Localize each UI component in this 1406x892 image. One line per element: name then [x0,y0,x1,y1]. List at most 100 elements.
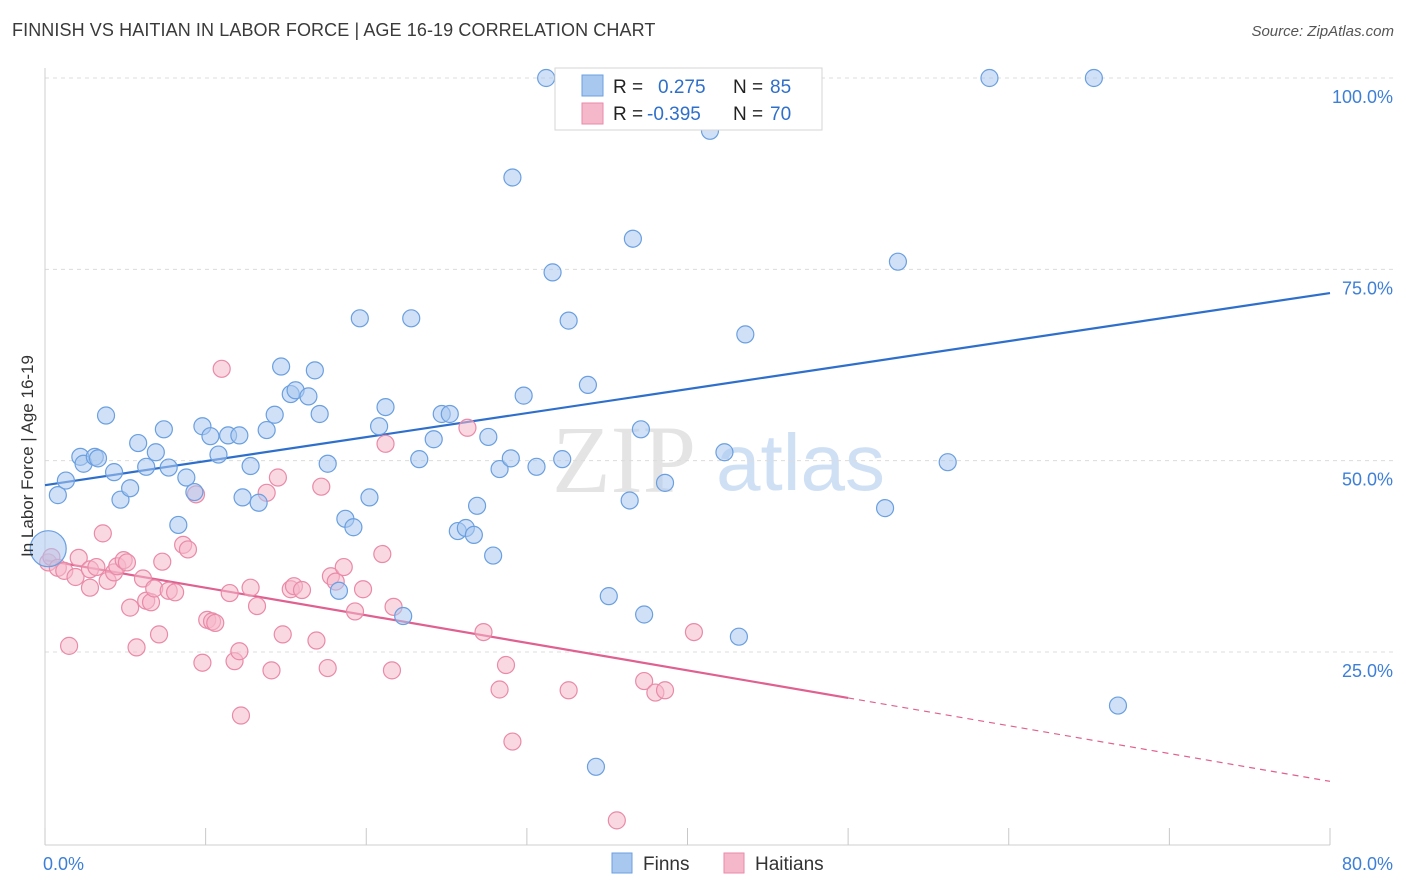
haitians-point [149,625,169,644]
haitians-point [231,706,251,725]
haitians-trendline-extension [848,697,1331,782]
finns-point [527,457,546,476]
finns-point [257,420,276,440]
finns-point [424,430,443,449]
finns-swatch [581,74,604,97]
haitians-point [273,625,292,644]
y-tick-labels: 25.0% 50.0% 75.0% 100.0% [1332,87,1393,681]
finns-point [1108,696,1128,715]
finns-point [620,491,639,510]
haitians-point [353,580,373,599]
finns-point [129,433,148,453]
finns-point [169,515,188,535]
finns-point [350,309,369,328]
finns-point [464,525,483,545]
haitians-point [312,477,331,496]
finns-point [553,450,572,469]
haitians-point [345,602,365,621]
haitians-point [334,557,353,577]
haitians-point [220,583,239,603]
finns-point [305,361,324,380]
finns-point [137,457,156,476]
finns-r-value: 0.275 [658,77,706,98]
haitians-point [684,623,704,642]
finns-point [980,68,999,88]
finns-point [233,488,252,507]
haitians-point [206,613,225,633]
trendlines [44,291,1331,782]
y-axis-label: In Labor Force | Age 16-19 [18,355,37,557]
haitians-point [655,681,675,700]
y-tick-label-75: 75.0% [1342,278,1393,298]
x-tick-label-min: 0.0% [43,854,84,874]
finns-point [503,168,522,187]
legend-finns-label: Finns [643,854,689,875]
haitians-point [262,661,281,680]
finns-point [154,420,173,439]
haitians-point [87,557,106,577]
haitians-point [117,553,137,572]
haitians-point [559,681,578,700]
haitians-point [496,655,516,675]
haitians-point [166,583,185,602]
haitians-point [307,631,326,650]
haitians-r-label: R = [613,104,643,125]
finns-point [440,404,459,424]
finns-point [146,443,165,462]
finns-point [543,263,562,282]
haitians-point [247,596,267,616]
haitians-swatch [581,102,604,125]
finns-point [121,479,140,498]
finns-point [48,486,67,505]
finns-point [631,420,651,439]
finns-point [514,386,533,405]
haitians-point [635,671,654,691]
finns-point [484,546,503,565]
finns-point [501,449,520,468]
y-tick-label-100: 100.0% [1332,87,1393,107]
finns-point [201,427,220,446]
finns-point [360,488,379,507]
haitians-points [39,359,704,830]
finns-point [272,357,291,376]
finns-point [344,518,363,537]
finns-point [329,581,349,600]
haitians-n-label: N = [733,104,763,125]
finns-point [56,471,75,490]
finns-point [177,468,196,487]
haitians-point [59,636,79,655]
finns-point [376,397,395,417]
finns-point [29,530,67,568]
haitians-point [230,642,249,661]
finns-point [402,309,421,328]
finns-point [938,453,957,472]
finns-point [537,68,556,88]
finns-point [888,252,908,271]
haitians-point [69,548,88,567]
legend-haitians-label: Haitians [755,854,824,875]
finns-point [318,454,337,473]
y-tick-label-25: 25.0% [1342,661,1393,681]
haitians-point [376,434,395,453]
haitians-point [193,653,212,672]
haitians-point [292,580,312,600]
legend-finns-swatch [611,852,633,874]
haitians-point [66,567,85,587]
finns-point [479,427,498,447]
haitians-point [474,623,493,642]
haitians-point [607,811,626,830]
haitians-point [373,544,392,564]
finns-point [370,417,389,436]
series-legend: Finns Haitians [611,852,824,875]
finns-point [310,404,329,424]
finns-point [490,459,509,479]
haitians-point [490,680,509,699]
haitians-r-value: -0.395 [647,104,701,125]
haitians-point [80,578,100,597]
finns-point [599,587,618,606]
haitians-point [458,418,477,437]
chart-title: FINNISH VS HAITIAN IN LABOR FORCE | AGE … [12,20,656,40]
haitians-point [121,598,140,617]
legend-haitians-swatch [723,852,745,874]
